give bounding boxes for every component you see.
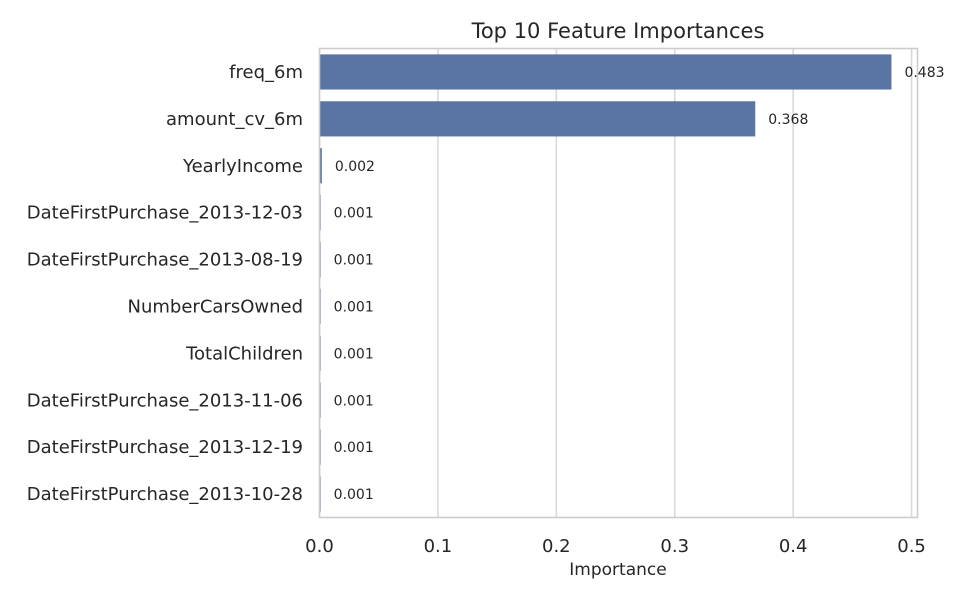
chart-title: Top 10 Feature Importances <box>471 19 765 43</box>
x-axis-label: Importance <box>569 560 666 580</box>
value-label: 0.483 <box>904 65 944 81</box>
bar <box>319 148 322 184</box>
value-label: 0.001 <box>334 206 374 222</box>
y-tick-label: NumberCarsOwned <box>128 296 303 317</box>
value-label: 0.001 <box>334 487 374 503</box>
y-tick-label: amount_cv_6m <box>166 109 303 130</box>
x-tick-label: 0.4 <box>779 536 808 557</box>
x-tick-label: 0.5 <box>897 536 926 557</box>
y-tick-label: DateFirstPurchase_2013-12-19 <box>27 437 303 458</box>
bar <box>319 54 892 90</box>
value-label: 0.001 <box>334 346 374 362</box>
plot-frame <box>318 47 919 519</box>
value-label: 0.001 <box>334 253 374 269</box>
y-tick-labels: freq_6m amount_cv_6m YearlyIncome DateFirst… <box>27 62 303 505</box>
value-label: 0.001 <box>334 299 374 315</box>
bar <box>319 101 756 137</box>
y-tick-label: DateFirstPurchase_2013-12-03 <box>27 203 303 224</box>
y-tick-label: TotalChildren <box>185 343 303 364</box>
x-tick-labels: 0.0 0.1 0.2 0.3 0.4 0.5 <box>305 536 926 557</box>
x-tick-label: 0.2 <box>542 536 571 557</box>
value-label: 0.368 <box>768 112 808 128</box>
y-tick-label: freq_6m <box>229 62 303 83</box>
y-tick-label: YearlyIncome <box>182 156 303 177</box>
value-label: 0.001 <box>334 440 374 456</box>
x-tick-label: 0.1 <box>424 536 453 557</box>
y-tick-label: DateFirstPurchase_2013-08-19 <box>27 250 303 271</box>
x-tick-label: 0.0 <box>305 536 334 557</box>
y-tick-label: DateFirstPurchase_2013-11-06 <box>27 390 303 411</box>
x-tick-label: 0.3 <box>660 536 689 557</box>
y-tick-label: DateFirstPurchase_2013-10-28 <box>27 484 303 505</box>
value-label: 0.001 <box>334 393 374 409</box>
value-label: 0.002 <box>335 159 375 175</box>
value-labels: 0.483 0.368 0.002 0.001 0.001 0.001 0.001 0.001… <box>334 65 945 503</box>
